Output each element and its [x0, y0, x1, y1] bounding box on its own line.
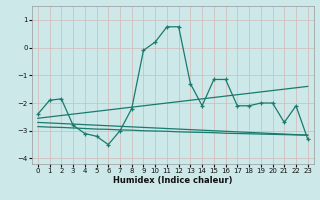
X-axis label: Humidex (Indice chaleur): Humidex (Indice chaleur)	[113, 176, 233, 185]
